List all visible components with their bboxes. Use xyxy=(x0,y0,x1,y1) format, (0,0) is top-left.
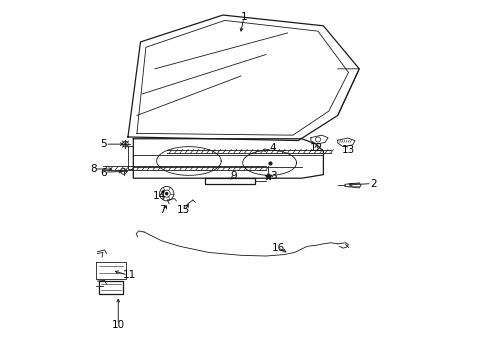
Text: 2: 2 xyxy=(369,179,376,189)
Text: 10: 10 xyxy=(111,320,124,330)
Text: 6: 6 xyxy=(101,168,107,178)
Text: 9: 9 xyxy=(230,171,237,181)
Text: 13: 13 xyxy=(341,144,354,154)
Text: 5: 5 xyxy=(101,139,107,149)
Text: 15: 15 xyxy=(177,206,190,216)
Text: 1: 1 xyxy=(241,12,247,22)
Text: 14: 14 xyxy=(152,191,165,201)
Text: 3: 3 xyxy=(269,171,276,181)
Text: 16: 16 xyxy=(271,243,285,253)
Text: 4: 4 xyxy=(269,143,276,153)
Text: 12: 12 xyxy=(309,143,322,153)
Text: 8: 8 xyxy=(90,164,96,174)
Circle shape xyxy=(165,193,167,195)
Text: 7: 7 xyxy=(159,206,166,216)
Text: 11: 11 xyxy=(122,270,135,280)
